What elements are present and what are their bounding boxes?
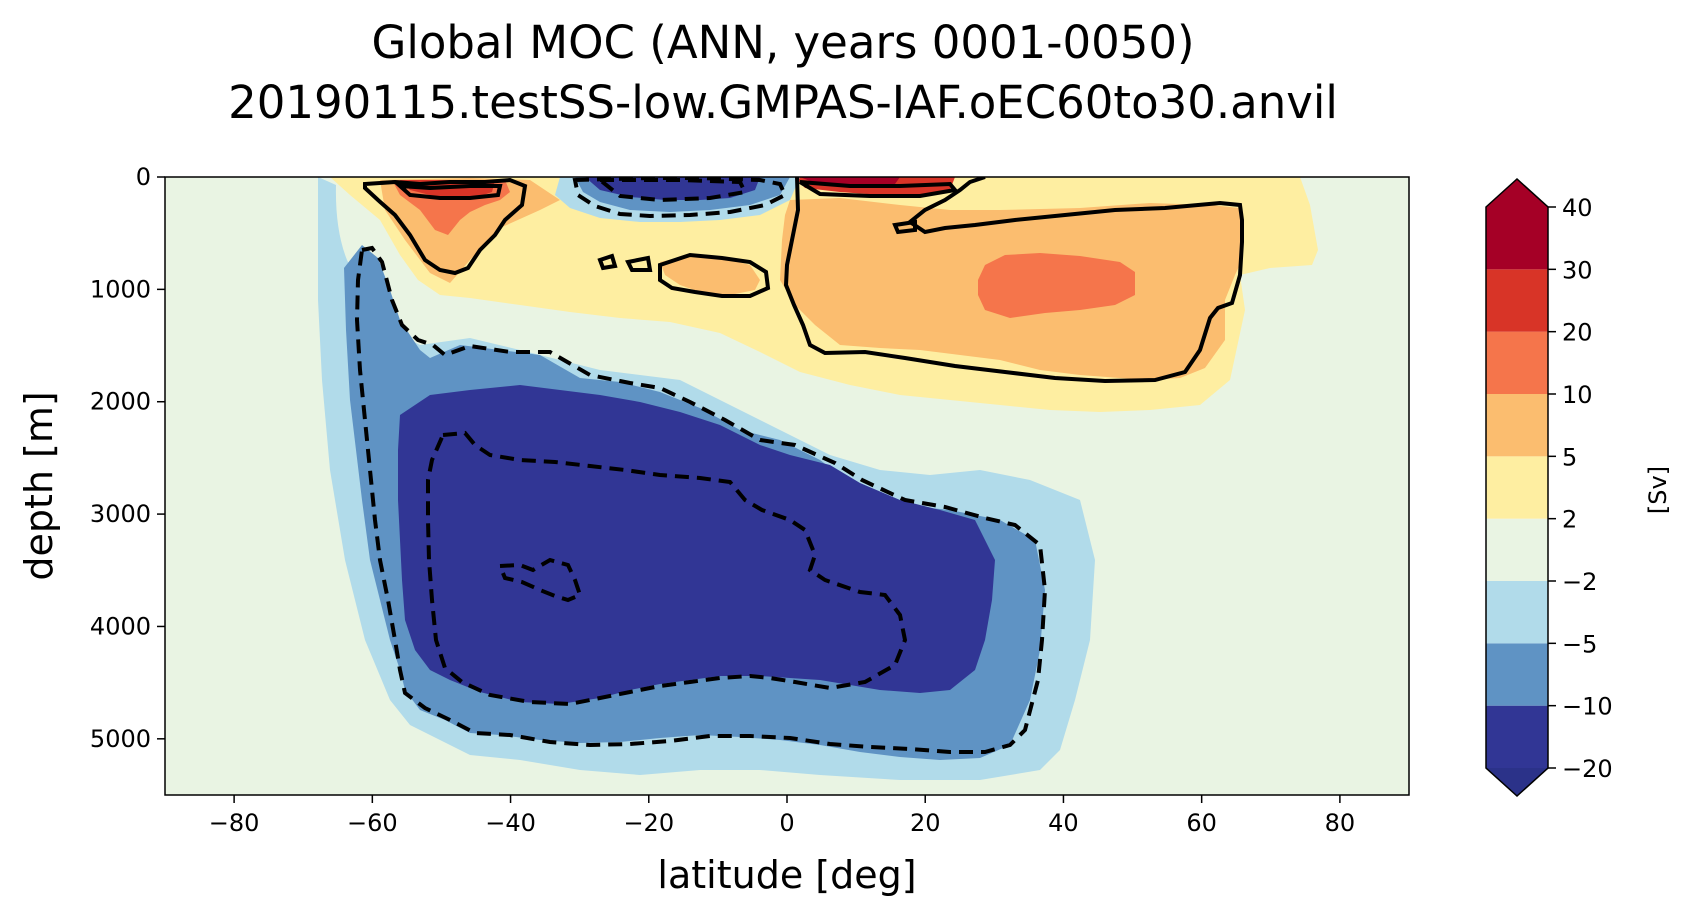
colorbar-tick-label: 10: [1562, 381, 1593, 409]
x-axis: −80 −60 −40 −20 0 20 40 60 80: [209, 795, 1355, 837]
colorbar-segment: [1486, 269, 1548, 332]
y-tick-label: 3000: [90, 500, 151, 528]
fill-pos-5-to-10-blob: [660, 255, 760, 295]
x-tick-label: −80: [209, 809, 260, 837]
colorbar-extend-max: [1486, 179, 1548, 207]
contour-neg-deep-inner: [426, 430, 908, 707]
y-axis-label: depth [m]: [17, 391, 61, 580]
fill-neg-10-to-20: [398, 385, 995, 704]
colorbar-tick-label: −20: [1562, 755, 1613, 783]
colorbar-tick-label: 20: [1562, 319, 1593, 347]
y-tick-label: 2000: [90, 388, 151, 416]
colorbar-label: [Sv]: [1644, 466, 1672, 514]
x-tick-label: 60: [1186, 809, 1217, 837]
y-axis: 0 1000 2000 3000 4000 5000: [90, 163, 165, 753]
colorbar-tick-label: 40: [1562, 194, 1593, 222]
x-tick-label: 40: [1048, 809, 1079, 837]
colorbar-extend-min: [1486, 768, 1548, 796]
y-tick-label: 5000: [90, 725, 151, 753]
x-tick-label: −20: [623, 809, 674, 837]
colorbar: −20 −10 −5 −2 2 5 10 20 30 40: [1485, 177, 1613, 798]
contour-neg-deep-outer: [354, 245, 1048, 754]
contour-pos-small-2: [597, 253, 618, 271]
x-tick-label: 20: [910, 809, 941, 837]
contour-neg-core-small: [497, 557, 583, 603]
contour-pos-upper-cell: [783, 177, 1244, 384]
y-tick-label: 0: [136, 163, 151, 191]
colorbar-tick-label: −5: [1562, 630, 1597, 658]
x-tick-label: −40: [485, 809, 536, 837]
contour-pos-sw-inner: [394, 183, 503, 200]
chart-title: Global MOC (ANN, years 0001-0050): [371, 16, 1195, 69]
colorbar-tick-label: 5: [1562, 443, 1577, 471]
contour-neg-tropical: [572, 177, 788, 219]
colorbar-tick-label: −10: [1562, 693, 1613, 721]
contour-pos-trop-inner: [798, 180, 959, 198]
y-tick-label: 1000: [90, 275, 151, 303]
contour-neg-tropical-inner: [594, 178, 748, 203]
contour-lines: [354, 177, 1244, 754]
contour-pos-sw: [363, 177, 528, 276]
fill-pos-10-to-20: [978, 253, 1135, 318]
x-tick-label: 0: [779, 809, 794, 837]
colorbar-segment: [1486, 705, 1548, 768]
x-tick-label: 80: [1325, 809, 1356, 837]
colorbar-tick-label: −2: [1562, 568, 1597, 596]
chart-subtitle: 20190115.testSS-low.GMPAS-IAF.oEC60to30.…: [228, 76, 1338, 129]
colorbar-segment: [1486, 331, 1548, 394]
y-tick-label: 4000: [90, 612, 151, 640]
colorbar-segment: [1486, 394, 1548, 457]
contour-pos-small-3: [625, 255, 653, 272]
colorbar-segment: [1486, 581, 1548, 644]
colorbar-segment: [1486, 643, 1548, 706]
x-tick-label: −60: [347, 809, 398, 837]
contour-pos-small-1: [892, 219, 917, 235]
colorbar-segment: [1486, 518, 1548, 581]
colorbar-tick-label: 30: [1562, 256, 1593, 284]
colorbar-tick-label: 2: [1562, 506, 1577, 534]
colorbar-segment: [1486, 456, 1548, 519]
x-axis-label: latitude [deg]: [657, 853, 916, 897]
contour-pos-small-4: [658, 252, 771, 298]
colorbar-segment: [1486, 207, 1548, 270]
